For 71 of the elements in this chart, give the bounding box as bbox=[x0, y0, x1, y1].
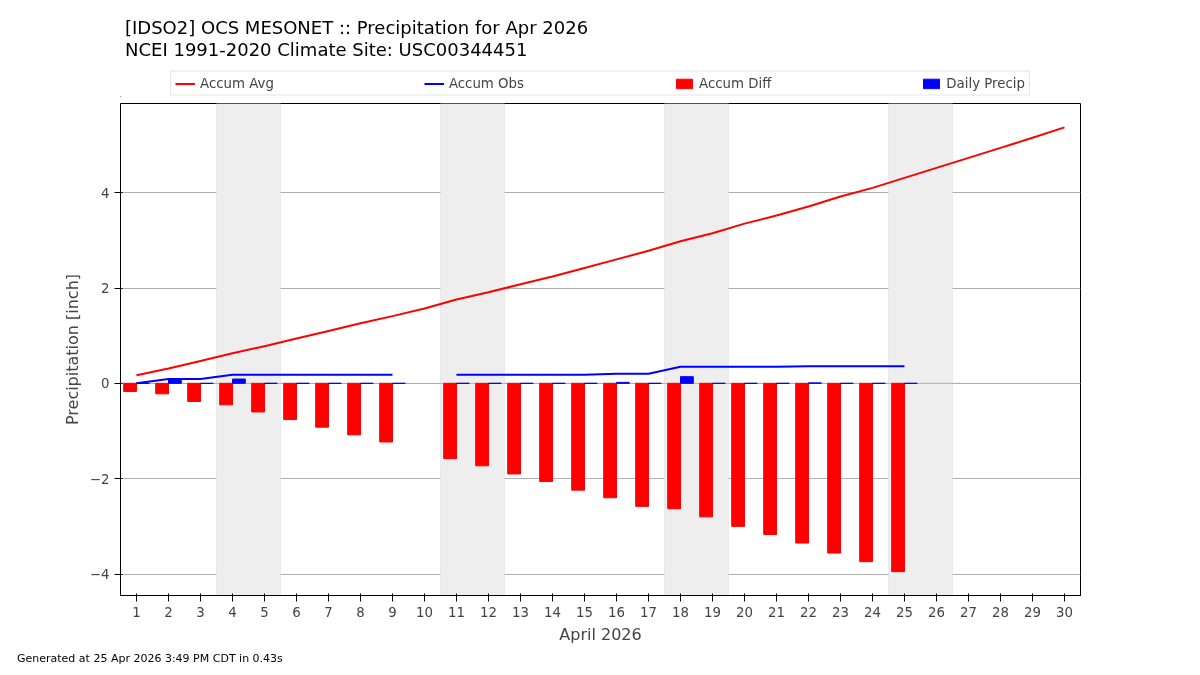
x-tick-label: 19 bbox=[704, 604, 721, 620]
bar bbox=[731, 382, 745, 527]
x-tick-label: 15 bbox=[576, 604, 593, 620]
x-tick-label: 28 bbox=[992, 604, 1009, 620]
x-tick-label: 13 bbox=[512, 604, 529, 620]
x-tick-label: 17 bbox=[640, 604, 657, 620]
x-tick-label: 27 bbox=[960, 604, 977, 620]
y-tick-label: −2 bbox=[89, 471, 110, 487]
x-tick-label: 6 bbox=[292, 604, 301, 620]
x-tick-label: 26 bbox=[928, 604, 945, 620]
chart-subtitle: NCEI 1991-2020 Climate Site: USC00344451 bbox=[125, 39, 529, 61]
x-tick-label: 23 bbox=[832, 604, 849, 620]
bar bbox=[155, 382, 169, 395]
bar bbox=[635, 382, 649, 507]
bar bbox=[443, 382, 457, 460]
bar bbox=[795, 382, 809, 544]
bar bbox=[571, 382, 585, 491]
x-tick-label: 14 bbox=[544, 604, 561, 620]
x-tick-label: 7 bbox=[324, 604, 333, 620]
x-tick-label: 10 bbox=[416, 604, 433, 620]
x-tick-label: 12 bbox=[480, 604, 497, 620]
x-tick-label: 22 bbox=[800, 604, 817, 620]
bar bbox=[347, 382, 361, 436]
x-tick-label: 25 bbox=[896, 604, 913, 620]
legend-label: Daily Precip bbox=[946, 75, 1026, 91]
bar bbox=[763, 382, 777, 535]
line-series bbox=[135, 126, 1066, 377]
x-tick-label: 8 bbox=[356, 604, 365, 620]
x-tick-label: 30 bbox=[1056, 604, 1073, 620]
y-tick-label: −4 bbox=[89, 567, 110, 583]
bar bbox=[251, 382, 265, 413]
bar bbox=[699, 382, 713, 518]
legend-label: Accum Obs bbox=[448, 75, 524, 91]
bar bbox=[123, 382, 137, 392]
chart-title: [IDSO2] OCS MESONET :: Precipitation for Apr 2026 bbox=[125, 17, 589, 39]
x-tick-label: 18 bbox=[672, 604, 689, 620]
x-tick-label: 5 bbox=[260, 604, 269, 620]
bar bbox=[680, 376, 694, 384]
bar bbox=[539, 382, 553, 483]
x-tick-label: 1 bbox=[132, 604, 141, 620]
bar bbox=[891, 382, 905, 573]
y-tick-label: 0 bbox=[101, 376, 110, 392]
x-tick-label: 20 bbox=[736, 604, 753, 620]
y-tick-label: 4 bbox=[101, 185, 110, 201]
x-tick-label: 11 bbox=[448, 604, 465, 620]
bar bbox=[379, 382, 393, 443]
bar bbox=[603, 382, 617, 499]
bar bbox=[187, 382, 201, 402]
x-tick-label: 9 bbox=[388, 604, 397, 620]
x-tick-label: 29 bbox=[1024, 604, 1041, 620]
bar bbox=[283, 382, 297, 421]
y-axis-title: Precipitation [inch] bbox=[62, 273, 82, 426]
x-tick-label: 2 bbox=[164, 604, 173, 620]
legend-label: Accum Avg bbox=[199, 75, 274, 91]
x-axis-title: April 2026 bbox=[559, 624, 642, 644]
bar bbox=[232, 378, 246, 384]
bar bbox=[827, 382, 841, 554]
legend-label: Accum Diff bbox=[698, 75, 772, 91]
x-tick-label: 16 bbox=[608, 604, 625, 620]
x-tick-label: 4 bbox=[228, 604, 237, 620]
x-tick-label: 24 bbox=[864, 604, 881, 620]
y-tick-label: 2 bbox=[101, 281, 110, 296]
bar bbox=[667, 382, 681, 510]
x-tick-label: 3 bbox=[196, 604, 205, 620]
bar bbox=[475, 382, 489, 467]
bar bbox=[859, 382, 873, 563]
bar bbox=[219, 382, 233, 406]
text: Generated at 25 Apr 2026 3:49 PM CDT in 0.43s bbox=[17, 651, 283, 667]
bar bbox=[315, 382, 329, 428]
bar bbox=[507, 382, 521, 475]
x-tick-label: 21 bbox=[768, 604, 785, 620]
